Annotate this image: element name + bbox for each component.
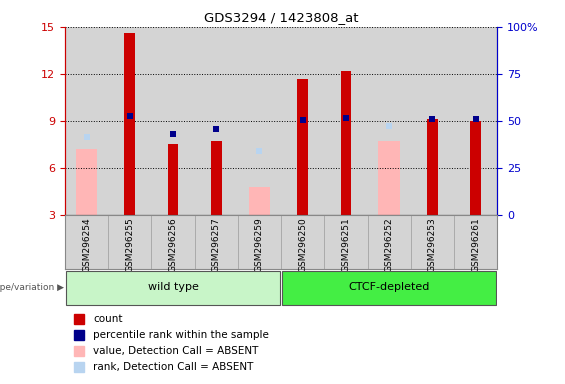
- Bar: [73, 362, 84, 372]
- Text: genotype/variation ▶: genotype/variation ▶: [0, 283, 64, 292]
- Bar: [151, 27, 194, 215]
- Bar: [324, 27, 368, 215]
- Bar: [297, 79, 308, 215]
- Bar: [454, 27, 497, 215]
- Text: CTCF-depleted: CTCF-depleted: [349, 282, 430, 292]
- Bar: [211, 141, 221, 215]
- Bar: [73, 346, 84, 356]
- Text: percentile rank within the sample: percentile rank within the sample: [93, 330, 269, 340]
- Bar: [108, 27, 151, 215]
- Text: GSM296251: GSM296251: [341, 218, 350, 273]
- FancyBboxPatch shape: [66, 271, 280, 305]
- Text: GSM296261: GSM296261: [471, 218, 480, 273]
- Text: GSM296250: GSM296250: [298, 218, 307, 273]
- Bar: [168, 144, 179, 215]
- Text: wild type: wild type: [147, 282, 198, 292]
- Bar: [427, 119, 438, 215]
- Text: GSM296259: GSM296259: [255, 218, 264, 273]
- Text: count: count: [93, 314, 123, 324]
- Bar: [238, 27, 281, 215]
- Text: GSM296257: GSM296257: [212, 218, 221, 273]
- Bar: [367, 27, 411, 215]
- Text: value, Detection Call = ABSENT: value, Detection Call = ABSENT: [93, 346, 258, 356]
- Text: GSM296255: GSM296255: [125, 218, 134, 273]
- Bar: [124, 33, 135, 215]
- Bar: [194, 27, 238, 215]
- Text: GSM296256: GSM296256: [168, 218, 177, 273]
- Bar: [379, 141, 400, 215]
- Title: GDS3294 / 1423808_at: GDS3294 / 1423808_at: [204, 11, 358, 24]
- Bar: [341, 71, 351, 215]
- Bar: [65, 27, 108, 215]
- Text: rank, Detection Call = ABSENT: rank, Detection Call = ABSENT: [93, 362, 254, 372]
- Text: GSM296254: GSM296254: [82, 218, 91, 272]
- Bar: [411, 27, 454, 215]
- Bar: [73, 330, 84, 340]
- FancyBboxPatch shape: [282, 271, 496, 305]
- Text: GSM296252: GSM296252: [385, 218, 394, 272]
- Bar: [76, 149, 97, 215]
- Bar: [281, 27, 324, 215]
- Bar: [73, 314, 84, 324]
- Bar: [249, 187, 270, 215]
- Bar: [470, 121, 481, 215]
- Text: GSM296253: GSM296253: [428, 218, 437, 273]
